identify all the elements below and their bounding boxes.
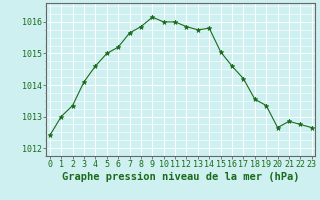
X-axis label: Graphe pression niveau de la mer (hPa): Graphe pression niveau de la mer (hPa)	[62, 172, 300, 182]
